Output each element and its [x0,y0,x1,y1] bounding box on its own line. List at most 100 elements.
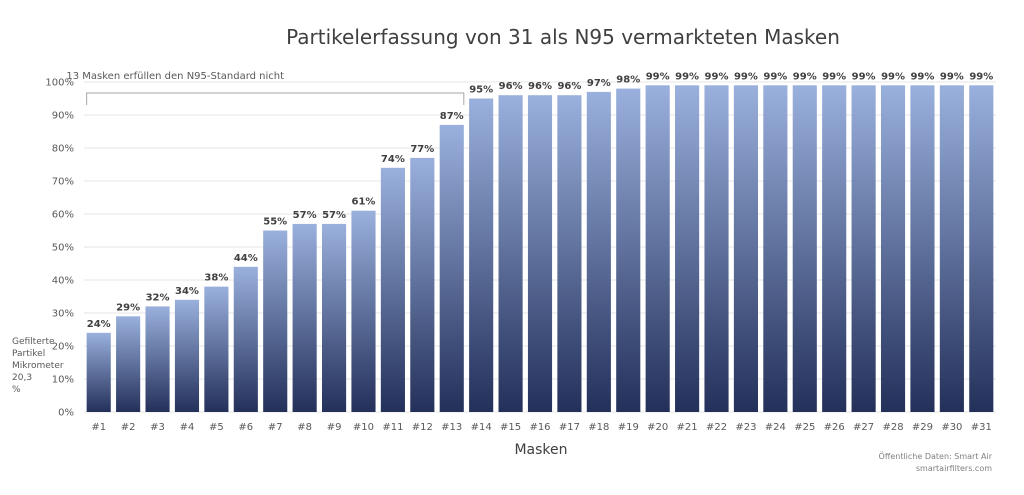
x-tick-label: #6 [238,422,253,433]
data-label: 44% [234,253,258,264]
bar [204,286,229,412]
y-tick-label: 100% [45,78,74,89]
bar [763,85,788,413]
data-label: 99% [675,71,699,82]
bar [145,306,170,412]
chart-title: Partikelerfassung von 31 als N95 vermark… [286,25,840,49]
bar [380,167,405,412]
data-label: 32% [146,292,170,303]
y-tick-label: 60% [52,210,74,221]
bar [969,85,994,413]
source-line: smartairfilters.com [916,464,992,473]
x-tick-label: #5 [209,422,224,433]
y-tick-label: 40% [52,276,74,287]
x-tick-label: #8 [297,422,312,433]
data-labels: 24% 29% 32% 34% 38% 44% 55% 57% 57% 61% 74% 77% 87% 9… [87,71,994,330]
bar [792,85,817,413]
x-tick-label: #28 [882,422,903,433]
data-label: 98% [616,75,640,86]
y-axis-ticks: 0% 10% 20% 30% 40% 50% 60% 70% 80% 90% 100% [45,78,74,419]
data-label: 99% [852,71,876,82]
x-tick-label: #30 [941,422,962,433]
bar [469,98,494,412]
y-axis-label-line: % [12,385,21,395]
source-note: Öffentliche Daten: Smart Air smartairfilt… [879,451,993,473]
bar [439,124,464,413]
bar [527,95,553,412]
data-label: 77% [410,144,434,155]
x-tick-label: #29 [912,422,933,433]
x-tick-label: #2 [121,422,136,433]
x-tick-label: #7 [268,422,283,433]
y-tick-label: 30% [52,309,74,320]
x-tick-label: #27 [853,422,874,433]
bar [351,210,376,412]
x-tick-label: #25 [794,422,815,433]
y-axis-label-line: Partikel [12,349,45,359]
data-label: 99% [705,71,729,82]
x-tick-label: #31 [971,422,992,433]
bar [880,85,906,413]
y-tick-label: 80% [52,144,74,155]
bar [675,85,700,413]
y-tick-label: 50% [52,243,74,254]
bar [733,85,758,413]
bar [704,85,729,413]
y-tick-label: 0% [58,408,74,419]
bar [263,230,288,412]
data-label: 99% [793,71,817,82]
bar [174,299,200,412]
data-label: 99% [646,71,670,82]
data-label: 99% [969,71,993,82]
data-label: 96% [528,81,552,92]
x-tick-label: #23 [735,422,756,433]
x-tick-label: #3 [150,422,165,433]
data-label: 99% [734,71,758,82]
data-label: 99% [910,71,934,82]
bar [233,266,258,412]
data-label: 95% [469,85,493,96]
data-label: 99% [822,71,846,82]
x-axis-label: Masken [514,442,567,458]
data-label: 96% [557,81,581,92]
data-label: 24% [87,319,111,330]
x-tick-label: #24 [765,422,786,433]
data-label: 87% [440,111,464,122]
bar [86,332,111,412]
x-tick-label: #20 [647,422,668,433]
x-tick-label: #4 [180,422,195,433]
x-tick-label: #16 [529,422,550,433]
annotation-text: 13 Masken erfüllen den N95-Standard nich… [66,71,284,82]
data-label: 57% [293,210,317,221]
bar [586,91,611,413]
data-label: 55% [263,217,287,228]
data-label: 97% [587,78,611,89]
source-line: Öffentliche Daten: Smart Air [879,451,993,461]
bar [322,223,347,412]
data-label: 99% [763,71,787,82]
annotation: 13 Masken erfüllen den N95-Standard nich… [66,71,465,105]
x-tick-label: #12 [412,422,433,433]
bar [116,316,141,412]
x-tick-label: #19 [618,422,639,433]
x-tick-label: #18 [588,422,609,433]
y-axis-label-line: Gefilterte [12,337,55,347]
bars [86,85,994,413]
x-tick-label: #1 [91,422,106,433]
x-tick-label: #22 [706,422,727,433]
y-tick-label: 10% [52,375,74,386]
bar [645,85,670,413]
y-tick-label: 90% [52,111,74,122]
y-axis-label-line: Mikrometer [12,361,64,371]
bar [822,85,847,413]
y-axis-label-line: 20,3 [12,373,32,383]
x-tick-label: #11 [382,422,403,433]
x-tick-label: #21 [677,422,698,433]
bar [910,85,935,413]
bar [498,95,523,412]
x-tick-label: #9 [327,422,342,433]
x-tick-label: #14 [471,422,492,433]
data-label: 29% [116,302,140,313]
x-tick-label: #13 [441,422,462,433]
y-tick-label: 20% [52,342,74,353]
